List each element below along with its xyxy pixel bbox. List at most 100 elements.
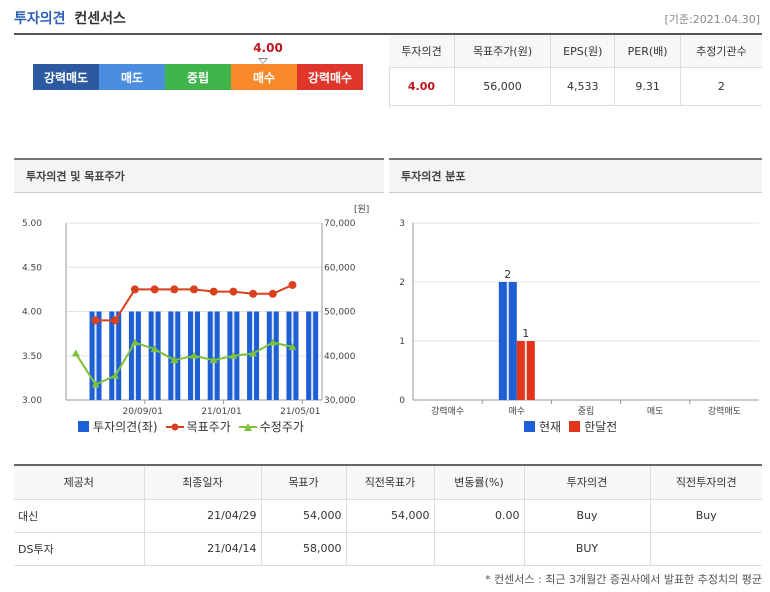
summary-count: 2 xyxy=(680,67,762,106)
adjusted-price-point xyxy=(190,351,198,359)
adjusted-price-line xyxy=(75,341,293,386)
opinion-bar-stripe xyxy=(94,311,97,400)
adjusted-price-point xyxy=(209,356,218,364)
table-row: DS투자 21/04/14 58,000 BUY xyxy=(14,532,762,566)
cell-date: 21/04/14 xyxy=(144,532,262,566)
x-tick-label: 20/09/01 xyxy=(123,407,163,417)
base-date: [기준:2021.04.30] xyxy=(664,13,760,26)
y-right-tick: 60,000 xyxy=(324,263,356,273)
data-label: 1 xyxy=(522,327,529,340)
opinion-bar-stripe xyxy=(271,311,274,400)
data-label: 2 xyxy=(504,268,511,281)
table-header: 최종일자 xyxy=(144,465,262,500)
cell-target: 54,000 xyxy=(261,499,347,533)
target-price-point xyxy=(130,285,139,294)
y-right-tick: 40,000 xyxy=(324,352,356,362)
summary-header: 추정기관수 xyxy=(680,35,762,68)
top-divider xyxy=(14,33,762,35)
y-left-tick: 5.00 xyxy=(22,219,42,229)
opinion-segment-1: 매도 xyxy=(99,64,165,90)
legend-item-adjusted: 수정주가 xyxy=(238,418,304,435)
opinion-bar-stripe xyxy=(153,311,156,400)
cell-change xyxy=(434,532,525,566)
y-right-tick: 50,000 xyxy=(324,308,356,318)
adjusted-price-point xyxy=(229,351,238,359)
broker-estimates-table: 제공처 최종일자 목표가 직전목표가 변동률(%) 투자의견 직전투자의견 대신… xyxy=(14,464,762,566)
target-price-point xyxy=(111,316,120,325)
cell-date: 21/04/29 xyxy=(144,499,262,533)
summary-header: PER(배) xyxy=(614,35,681,68)
chart1-legend: 투자의견(좌) 목표주가 수정주가 xyxy=(78,418,312,435)
table-header: 직전투자의견 xyxy=(650,465,762,500)
target-price-point xyxy=(91,316,100,325)
target-price-point xyxy=(209,287,218,296)
opinion-bar-stripe xyxy=(212,311,215,400)
cell-prev-opinion xyxy=(650,532,762,566)
x-tick-label: 21/05/01 xyxy=(280,407,320,417)
summary-header: EPS(원) xyxy=(550,35,616,68)
target-price-point xyxy=(249,289,258,298)
summary-eps: 4,533 xyxy=(550,67,616,106)
cell-prev-target xyxy=(346,532,435,566)
cell-broker: 대신 xyxy=(14,499,145,533)
opinion-segment-2: 중립 xyxy=(165,64,231,90)
summary-header: 목표주가(원) xyxy=(454,35,552,68)
cell-broker: DS투자 xyxy=(14,532,145,566)
opinion-bar-stripe xyxy=(133,311,136,400)
bar-stripe xyxy=(524,341,527,400)
opinion-target-plot: 5.00 4.50 4.00 3.50 3.00 70,000 60,000 50,000 40… xyxy=(22,204,369,417)
summary-per: 9.31 xyxy=(614,67,681,106)
opinion-marker-icon xyxy=(258,58,268,64)
y-tick: 1 xyxy=(399,337,405,347)
opinion-segment-0: 강력매도 xyxy=(33,64,99,90)
x-tick-label: 21/01/01 xyxy=(201,407,241,417)
consensus-summary-table: 투자의견 목표주가(원) EPS(원) PER(배) 추정기관수 4.00 56… xyxy=(389,35,762,106)
adjusted-price-point xyxy=(288,342,297,350)
table-header: 목표가 xyxy=(261,465,347,500)
y-tick: 2 xyxy=(399,278,405,288)
y-left-tick: 3.50 xyxy=(22,352,42,362)
table-header: 직전목표가 xyxy=(346,465,435,500)
target-price-point xyxy=(190,285,198,294)
opinion-bar-stripe xyxy=(173,311,176,400)
y-left-tick: 4.50 xyxy=(22,263,42,273)
target-price-point xyxy=(288,280,297,289)
opinion-distribution-chart: 투자의견 분포 3 2 1 0 강력매수 매수 중립 매도 강력매도 2 1 xyxy=(389,158,762,440)
table-header: 투자의견 xyxy=(524,465,651,500)
adjusted-price-point xyxy=(130,338,139,346)
opinion-segment-3: 매수 xyxy=(231,64,297,90)
opinion-bar-stripe xyxy=(114,311,117,400)
opinion-bar-stripe xyxy=(311,311,314,400)
cell-prev-opinion: Buy xyxy=(650,499,762,533)
y-right-tick: 70,000 xyxy=(324,219,356,229)
summary-target-price: 56,000 xyxy=(454,67,552,106)
y-right-tick: 30,000 xyxy=(324,396,356,406)
category-label: 매도 xyxy=(647,406,664,417)
table-header: 변동률(%) xyxy=(434,465,525,500)
chart2-legend: 현재 한달전 xyxy=(524,418,625,435)
y-tick: 0 xyxy=(399,396,405,406)
opinion-scale-bar: 강력매도 매도 중립 매수 강력매수 xyxy=(33,64,363,90)
opinion-segment-4: 강력매수 xyxy=(297,64,363,90)
adjusted-price-point xyxy=(71,349,80,357)
adjusted-price-point xyxy=(91,380,100,388)
adjusted-price-point xyxy=(150,345,159,353)
cell-prev-target: 54,000 xyxy=(346,499,435,533)
category-label: 중립 xyxy=(578,406,595,417)
title-main: 투자의견 xyxy=(14,11,66,27)
y-tick: 3 xyxy=(399,219,405,229)
title-sub: 컨센서스 xyxy=(74,11,126,27)
cell-opinion: BUY xyxy=(524,532,651,566)
opinion-value: 4.00 xyxy=(253,41,283,55)
target-price-point xyxy=(170,285,179,294)
legend-item-current: 현재 xyxy=(524,418,561,435)
cell-target: 58,000 xyxy=(261,532,347,566)
footnote: * 컨센서스 : 최근 3개월간 증권사에서 발표한 추정치의 평균 xyxy=(485,573,762,586)
legend-item-target: 목표주가 xyxy=(165,418,231,435)
table-header: 제공처 xyxy=(14,465,145,500)
opinion-bar-stripe xyxy=(291,311,294,400)
adjusted-price-point xyxy=(268,338,277,346)
adjusted-price-point xyxy=(249,349,258,357)
table-row: 대신 21/04/29 54,000 54,000 0.00 Buy Buy xyxy=(14,499,762,533)
y-left-tick: 3.00 xyxy=(22,396,42,406)
